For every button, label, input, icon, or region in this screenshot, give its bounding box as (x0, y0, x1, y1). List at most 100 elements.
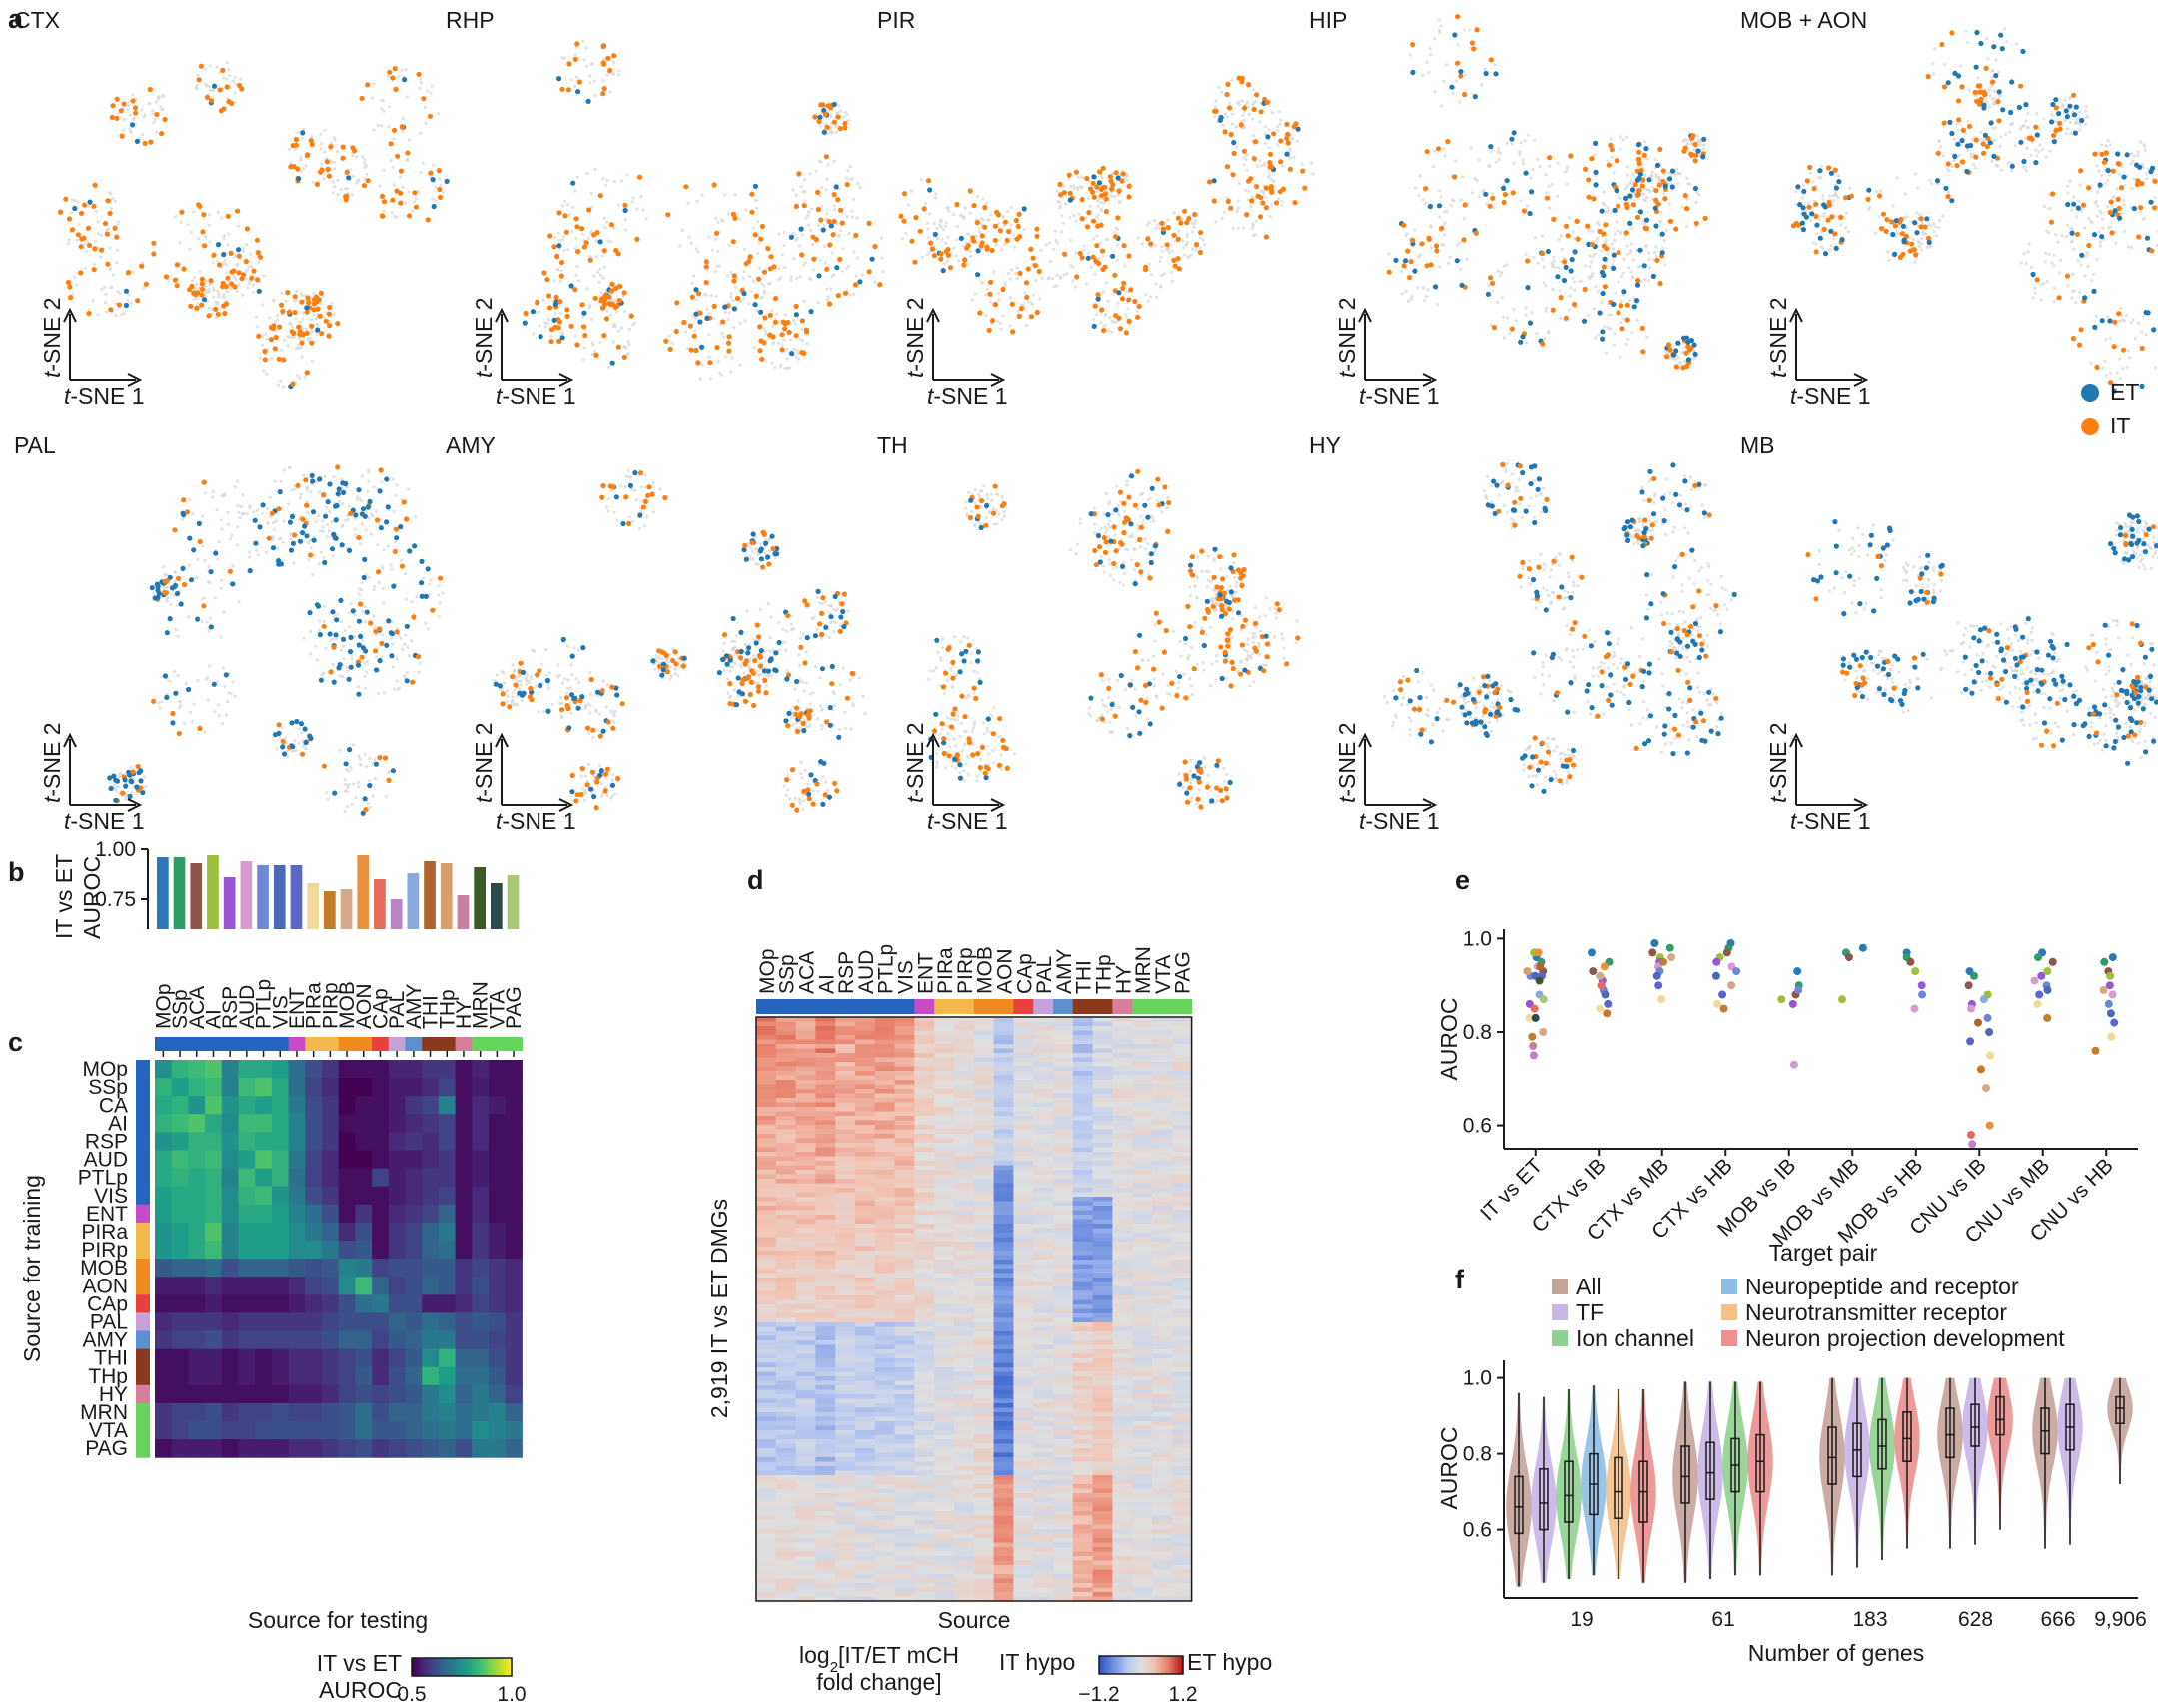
it-cell (866, 220, 872, 226)
background-cell (1821, 197, 1825, 201)
background-cell (1630, 331, 1634, 335)
background-cell (256, 325, 260, 329)
background-cell (1438, 30, 1442, 34)
background-cell (1008, 296, 1013, 300)
et-cell (1631, 304, 1637, 310)
background-cell (2104, 338, 2108, 342)
it-cell (319, 331, 325, 337)
background-cell (803, 768, 807, 772)
it-cell (2094, 364, 2100, 370)
background-cell (1084, 216, 1088, 220)
background-cell (1806, 201, 1811, 205)
et-cell (1892, 251, 1898, 257)
background-cell (801, 339, 805, 343)
et-cell (360, 810, 366, 816)
background-cell (374, 509, 378, 514)
background-cell (818, 124, 822, 128)
it-cell (328, 669, 334, 675)
background-cell (336, 612, 340, 616)
background-cell (1125, 179, 1129, 183)
it-cell (1121, 243, 1127, 249)
it-cell (835, 197, 841, 203)
background-cell (844, 267, 848, 271)
background-cell (346, 518, 350, 522)
background-cell (160, 700, 164, 704)
it-cell (1565, 233, 1571, 239)
background-cell (2038, 143, 2042, 147)
background-cell (176, 634, 180, 638)
background-cell (304, 164, 308, 168)
background-cell (850, 215, 855, 219)
background-cell (782, 338, 786, 342)
et-cell (1809, 211, 1815, 217)
background-cell (1612, 258, 1616, 262)
background-cell (295, 298, 299, 302)
it-cell (1984, 144, 1990, 150)
it-cell (752, 232, 758, 238)
background-cell (297, 741, 301, 746)
it-cell (405, 150, 411, 156)
background-cell (358, 757, 362, 761)
background-cell (904, 232, 908, 236)
background-cell (340, 648, 344, 652)
background-cell (1982, 138, 1986, 142)
it-cell (314, 299, 320, 305)
it-cell (582, 333, 588, 339)
background-cell (557, 238, 561, 242)
et-cell (346, 175, 352, 181)
background-cell (2052, 264, 2056, 268)
background-cell (1887, 258, 1891, 262)
background-cell (1114, 320, 1118, 324)
background-cell (1623, 234, 1627, 238)
et-cell (831, 101, 837, 108)
background-cell (315, 520, 319, 524)
background-cell (2083, 274, 2087, 278)
background-cell (541, 298, 545, 302)
background-cell (1584, 264, 1588, 268)
et-cell (114, 778, 121, 784)
background-cell (1950, 165, 1954, 169)
et-cell (581, 310, 587, 316)
tsne-x-label-prefix: t (496, 383, 504, 409)
it-cell (382, 755, 389, 761)
it-cell (289, 329, 295, 335)
background-cell (2133, 337, 2137, 341)
background-cell (2122, 319, 2127, 323)
background-cell (2078, 183, 2082, 187)
background-cell (1926, 221, 1930, 226)
et-cell (419, 580, 425, 586)
tsne-y-arrowhead (63, 732, 77, 748)
background-cell (611, 340, 615, 344)
background-cell (1994, 58, 1998, 62)
it-cell (244, 226, 250, 232)
background-cell (261, 334, 265, 338)
background-cell (727, 244, 731, 248)
et-cell (303, 739, 309, 746)
background-cell (1607, 209, 1611, 213)
et-cell (1641, 263, 1647, 269)
background-cell (1659, 211, 1663, 215)
background-cell (2104, 144, 2108, 148)
et-cell (1833, 185, 1839, 191)
et-cell (353, 512, 359, 518)
background-cell (1836, 174, 1841, 178)
it-cell (303, 477, 309, 483)
background-cell (207, 223, 211, 227)
background-cell (1096, 204, 1100, 208)
et-cell (308, 735, 314, 742)
background-cell (118, 291, 122, 296)
et-cell (272, 732, 279, 738)
background-cell (1410, 295, 1414, 299)
background-cell (405, 671, 409, 675)
it-cell (1821, 226, 1827, 232)
background-cell (1536, 261, 1540, 265)
background-cell (1425, 60, 1429, 64)
it-cell (291, 164, 297, 170)
background-cell (1250, 117, 1255, 121)
it-cell (315, 306, 321, 312)
background-cell (345, 805, 349, 809)
background-cell (1597, 223, 1601, 227)
background-cell (581, 315, 585, 319)
background-cell (1521, 158, 1525, 162)
